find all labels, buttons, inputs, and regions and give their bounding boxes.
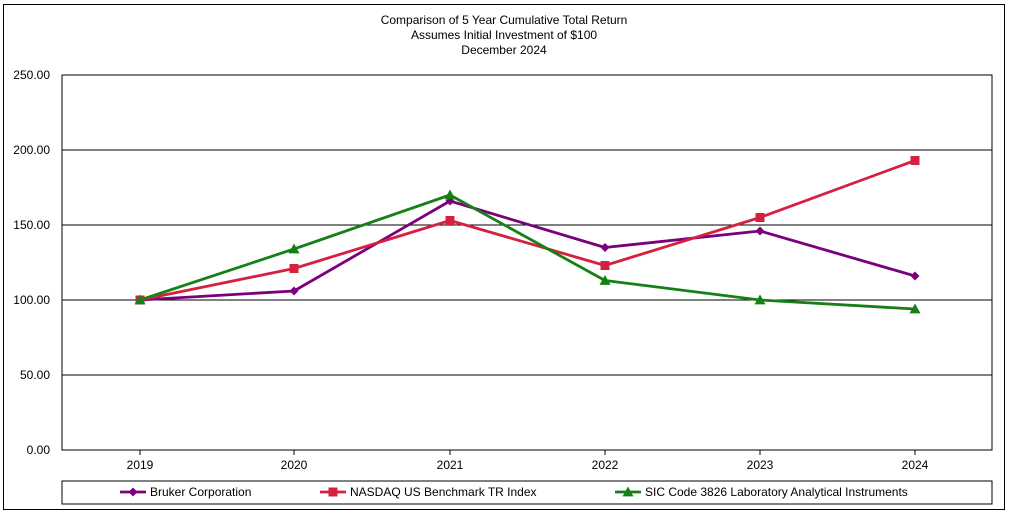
legend bbox=[61, 480, 993, 505]
title-line-2: Assumes Initial Investment of $100 bbox=[411, 28, 597, 42]
x-tick-label: 2020 bbox=[281, 458, 308, 472]
y-tick-label: 0.00 bbox=[27, 443, 51, 457]
data-point bbox=[600, 243, 610, 252]
data-point bbox=[289, 286, 299, 296]
legend-items: Bruker Corporation NASDAQ US Benchmark TR… bbox=[120, 485, 908, 499]
legend-marker bbox=[622, 486, 634, 497]
title-line-3: December 2024 bbox=[461, 43, 547, 57]
data-point bbox=[134, 294, 146, 305]
x-tick-label: 2024 bbox=[902, 458, 929, 472]
x-tick-label: 2023 bbox=[747, 458, 774, 472]
data-point bbox=[909, 303, 921, 314]
legend-item-0: Bruker Corporation bbox=[120, 485, 251, 499]
chart-title: Comparison of 5 Year Cumulative Total Re… bbox=[381, 13, 628, 57]
legend-label: Bruker Corporation bbox=[150, 485, 251, 499]
title-line-1: Comparison of 5 Year Cumulative Total Re… bbox=[381, 13, 628, 27]
legend-item-1: NASDAQ US Benchmark TR Index bbox=[320, 485, 537, 499]
y-tick-label: 200.00 bbox=[13, 143, 50, 157]
data-point bbox=[754, 294, 766, 305]
x-tick-label: 2021 bbox=[437, 458, 464, 472]
data-point bbox=[910, 156, 920, 165]
series-line bbox=[139, 199, 916, 302]
legend-label: SIC Code 3826 Laboratory Analytical Inst… bbox=[645, 485, 908, 499]
y-tick-label: 150.00 bbox=[13, 218, 50, 232]
series-line bbox=[139, 193, 916, 311]
data-point bbox=[445, 216, 455, 225]
legend-label: NASDAQ US Benchmark TR Index bbox=[350, 485, 537, 499]
data-point bbox=[600, 261, 610, 270]
data-point bbox=[444, 189, 456, 200]
legend-item-2: SIC Code 3826 Laboratory Analytical Inst… bbox=[615, 485, 908, 499]
data-point bbox=[599, 275, 611, 285]
legend-marker bbox=[328, 487, 338, 497]
x-tick-label: 2019 bbox=[127, 458, 154, 472]
data-point bbox=[755, 213, 765, 222]
data-point bbox=[910, 271, 920, 281]
x-tick-label: 2022 bbox=[592, 458, 619, 472]
x-axis: 2019 2020 2021 2022 2023 2024 bbox=[127, 450, 929, 472]
series-layer bbox=[134, 156, 921, 314]
y-tick-label: 50.00 bbox=[20, 368, 50, 382]
data-point bbox=[288, 243, 300, 254]
series-2 bbox=[134, 189, 921, 314]
y-tick-label: 250.00 bbox=[13, 68, 50, 82]
data-point bbox=[289, 264, 299, 273]
data-point bbox=[755, 226, 765, 236]
y-tick-label: 100.00 bbox=[13, 293, 50, 307]
y-axis: 0.00 50.00 100.00 150.00 200.00 250.00 bbox=[13, 68, 50, 457]
series-line bbox=[139, 159, 916, 302]
plot-area bbox=[61, 74, 993, 451]
legend-marker bbox=[128, 487, 138, 497]
